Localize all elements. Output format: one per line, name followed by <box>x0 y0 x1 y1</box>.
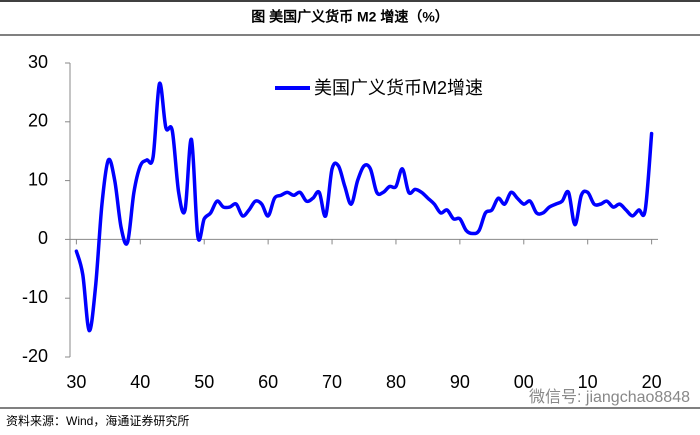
x-tick-label: 10 <box>578 372 598 392</box>
x-tick-label: 30 <box>66 372 86 392</box>
y-tick-label: 30 <box>28 52 48 72</box>
line <box>74 81 654 333</box>
watermark: 微信号: jiangchao8848 <box>529 388 690 406</box>
y-tick-label: 10 <box>28 169 48 189</box>
x-tick-label: 40 <box>130 372 150 392</box>
y-tick-label: -20 <box>22 346 48 366</box>
y-tick-label: 0 <box>38 228 48 248</box>
x-tick-label: 80 <box>386 372 406 392</box>
x-tick-label: 70 <box>322 372 342 392</box>
x-tick-label: 00 <box>514 372 534 392</box>
source: 资料来源：Wind，海通证券研究所 <box>6 413 189 428</box>
x-tick-label: 20 <box>642 372 662 392</box>
x-tick-label: 90 <box>450 372 470 392</box>
legend-label: 美国广义货币M2增速 <box>314 78 483 98</box>
x-tick-label: 50 <box>194 372 214 392</box>
y-tick-label: -10 <box>22 287 48 307</box>
y-tick-label: 20 <box>28 111 48 131</box>
chart-title: 图 美国广义货币 M2 增速（%） <box>251 9 449 25</box>
x-tick-label: 60 <box>258 372 278 392</box>
